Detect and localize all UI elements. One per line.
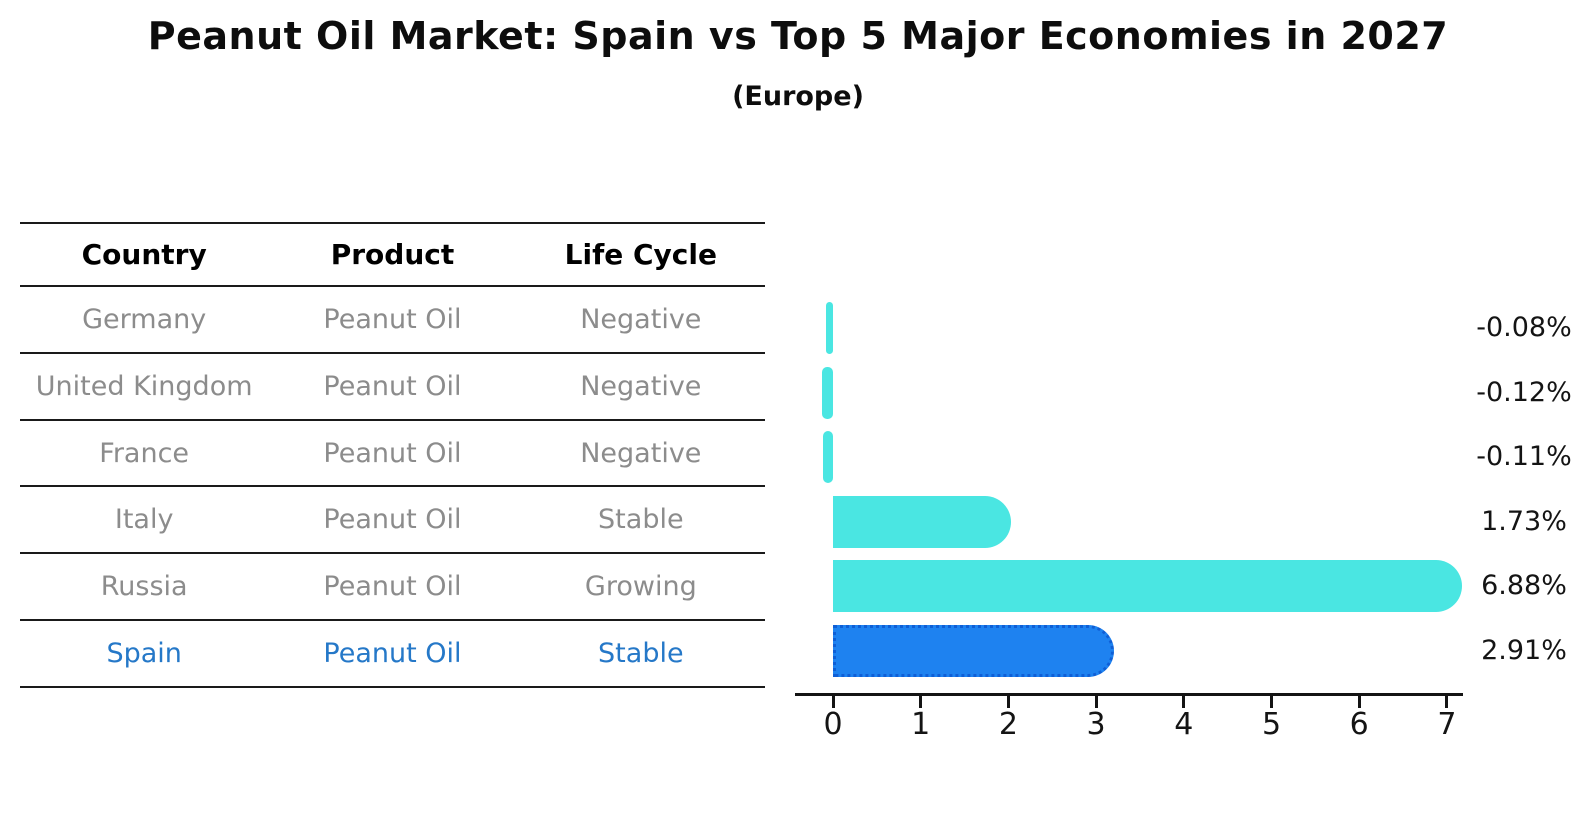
x-axis-tick (1182, 696, 1186, 708)
col-header-product: Product (330, 238, 455, 271)
cell-product: Peanut Oil (323, 370, 462, 402)
bar-value-label-russia: 6.88% (1481, 570, 1567, 601)
x-axis-tick-label: 3 (1086, 707, 1106, 742)
cell-product: Peanut Oil (323, 638, 462, 670)
x-axis-tick-label: 7 (1437, 707, 1457, 742)
bar-value-label-spain: 2.91% (1481, 635, 1567, 666)
cell-lifecycle: Negative (580, 437, 702, 469)
x-axis-tick (831, 696, 835, 708)
table-row-russia: Russia Peanut Oil Growing (20, 554, 765, 622)
cell-lifecycle: Growing (584, 571, 697, 603)
x-axis-tick (1006, 696, 1010, 708)
cell-product: Peanut Oil (323, 571, 462, 603)
table-row-germany: Germany Peanut Oil Negative (20, 287, 765, 354)
x-axis-tick-label: 6 (1349, 707, 1369, 742)
bar-value-label-france: -0.11% (1476, 441, 1572, 472)
x-axis-tick-label: 0 (823, 707, 843, 742)
x-axis-tick (1445, 696, 1449, 708)
x-axis-tick-label: 1 (911, 707, 931, 742)
table-row-france: France Peanut Oil Negative (20, 421, 765, 488)
x-axis-tick (1094, 696, 1098, 708)
table-row-spain: Spain Peanut Oil Stable (20, 621, 765, 688)
cell-country: Italy (114, 504, 174, 536)
cell-country: Russia (100, 571, 188, 603)
chart-subtitle: (Europe) (732, 81, 864, 112)
country-table: Country Product Life Cycle Germany Peanu… (20, 222, 765, 688)
col-header-country: Country (81, 238, 207, 271)
x-axis-tick-label: 2 (998, 707, 1018, 742)
bar-france (823, 431, 833, 483)
bar-value-label-germany: -0.08% (1476, 312, 1572, 343)
bar-germany (825, 302, 833, 354)
cell-country: United Kingdom (35, 370, 253, 402)
table-row-united-kingdom: United Kingdom Peanut Oil Negative (20, 354, 765, 421)
bar-united-kingdom (822, 367, 833, 419)
bar-value-label-united-kingdom: -0.12% (1476, 377, 1572, 408)
x-axis-tick-label: 5 (1261, 707, 1282, 742)
cell-country: Germany (82, 303, 207, 335)
table-header-row: Country Product Life Cycle (20, 222, 765, 287)
cell-product: Peanut Oil (323, 437, 462, 469)
cell-country: France (99, 437, 190, 469)
cell-lifecycle: Negative (580, 303, 702, 335)
col-header-lifecycle: Life Cycle (564, 238, 717, 271)
bar-spain (833, 625, 1115, 677)
cell-country: Spain (106, 638, 182, 670)
x-axis-line (795, 693, 1463, 696)
x-axis-tick (1270, 696, 1273, 708)
cell-product: Peanut Oil (323, 504, 462, 536)
x-axis-tick-label: 4 (1174, 707, 1194, 742)
cell-lifecycle: Stable (598, 504, 684, 536)
table-row-italy: Italy Peanut Oil Stable (20, 487, 765, 555)
cell-lifecycle: Stable (598, 638, 684, 670)
x-axis-tick (919, 696, 923, 708)
bar-russia (833, 560, 1463, 612)
cell-product: Peanut Oil (323, 303, 462, 335)
x-axis-tick (1357, 696, 1361, 708)
bar-italy (833, 496, 1011, 548)
chart-title: Peanut Oil Market: Spain vs Top 5 Major … (147, 14, 1449, 58)
bar-value-label-italy: 1.73% (1481, 506, 1567, 537)
cell-lifecycle: Negative (580, 370, 702, 402)
